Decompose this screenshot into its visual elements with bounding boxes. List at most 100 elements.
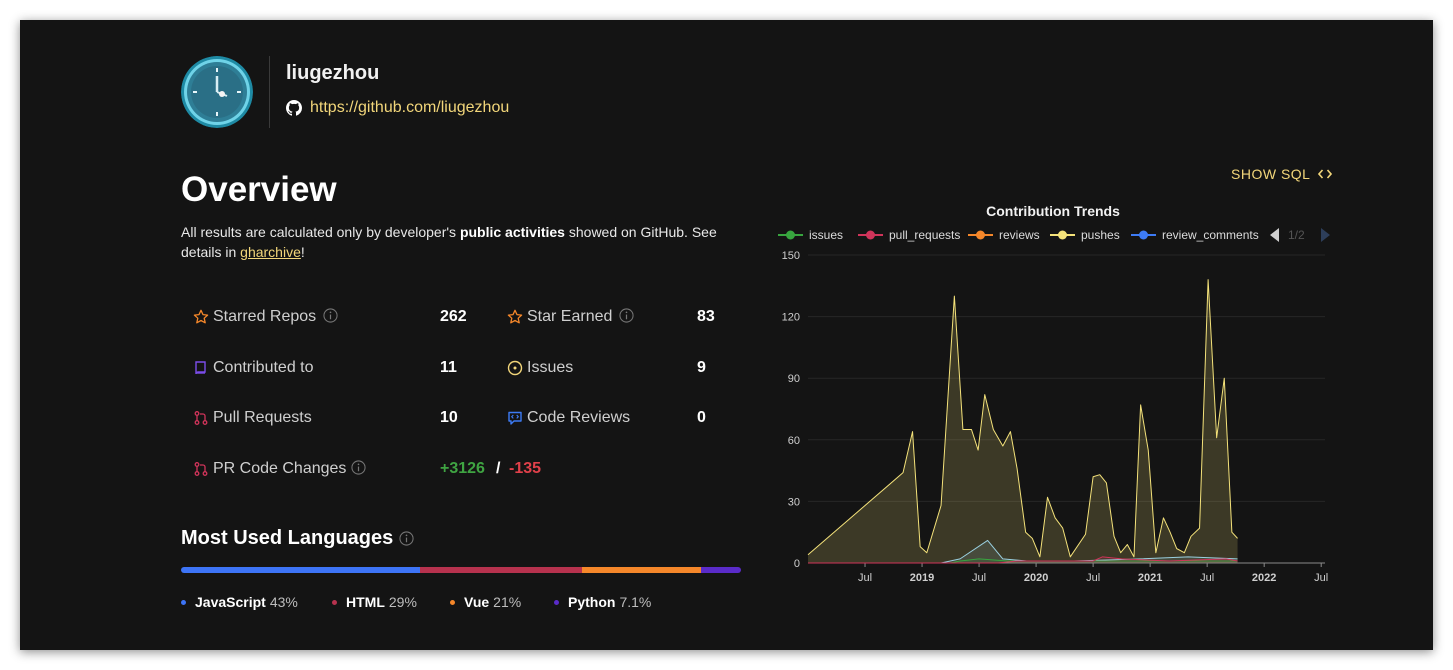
language-name: JavaScript	[195, 594, 266, 610]
pr-code-changes-label: PR Code Changes	[213, 460, 347, 477]
pull-request-icon	[194, 462, 208, 476]
legend-review-comments-swatch	[1131, 230, 1156, 240]
legend-pull-requests-swatch	[858, 230, 883, 240]
legend-next-icon[interactable]	[1319, 228, 1331, 242]
legend-prev-icon[interactable]	[1269, 228, 1281, 242]
username: liugezhou	[286, 62, 380, 84]
starred-repos-label: Starred Repos	[213, 308, 317, 325]
x-tick-label: Jul	[1086, 572, 1100, 584]
language-percent: 7.1%	[619, 594, 652, 610]
x-tick-label: 2020	[1024, 572, 1048, 584]
legend-review-comments[interactable]: review_comments	[1131, 228, 1259, 242]
info-icon[interactable]	[619, 308, 634, 323]
github-icon	[286, 100, 302, 116]
y-tick-label: 150	[782, 250, 800, 262]
issues-value: 9	[697, 359, 706, 376]
starred-repos-value: 262	[440, 308, 467, 325]
profile-divider	[269, 56, 270, 128]
legend-dot	[332, 599, 337, 605]
issue-icon	[507, 360, 523, 376]
legend-dot	[450, 599, 455, 605]
legend-label: review_comments	[1162, 228, 1259, 242]
desc-bold-text: public activities	[459, 224, 565, 240]
info-icon[interactable]	[399, 531, 414, 546]
info-icon[interactable]	[323, 308, 338, 323]
github-profile-link[interactable]: https://github.com/liugezhou	[310, 99, 510, 116]
legend-page-indicator: 1/2	[1288, 228, 1305, 242]
series-area-pull_requests	[808, 556, 1238, 563]
languages-title: Most Used Languages	[181, 527, 394, 549]
language-percent: 29%	[388, 594, 417, 610]
gharchive-link[interactable]: gharchive	[240, 244, 301, 260]
language-name: Vue	[464, 594, 490, 610]
y-tick-label: 60	[788, 435, 800, 447]
x-tick-label: 2019	[910, 572, 934, 584]
x-tick-label: Jul	[858, 572, 872, 584]
legend-label: issues	[809, 228, 844, 242]
contribution-trends-chart: 0 30 60 90 120 150 Jul 2019 Jul 2020 Jul 2021 Jul 202…	[782, 250, 1329, 584]
desc-text-2: showed on GitHub. See details in	[181, 224, 717, 260]
contributed-to-label: Contributed to	[213, 359, 314, 376]
chart-title: Contribution Trends	[986, 203, 1120, 219]
star-earned-label: Star Earned	[527, 308, 613, 325]
y-tick-label: 120	[782, 312, 800, 324]
x-tick-label: 2022	[1252, 572, 1276, 584]
series-line-issues	[808, 558, 1238, 564]
language-legend-vue: Vue 21%	[450, 594, 521, 610]
legend-pushes[interactable]: pushes	[1050, 228, 1120, 242]
legend-issues[interactable]: issues	[778, 228, 843, 242]
language-bar-segment-vue	[581, 567, 702, 573]
language-bar-segment-javascript	[181, 567, 421, 573]
pr-changes-separator: /	[496, 460, 501, 477]
y-tick-label: 30	[788, 496, 800, 508]
x-tick-label: 2021	[1138, 572, 1162, 584]
desc-text-end: !	[300, 244, 305, 260]
show-sql-label: SHOW SQL	[1231, 166, 1311, 182]
star-earned-value: 83	[697, 308, 715, 325]
legend-label: reviews	[999, 228, 1040, 242]
series-line-pull_requests	[808, 556, 1238, 564]
y-tick-label: 90	[788, 373, 800, 385]
pull-requests-label: Pull Requests	[213, 409, 312, 426]
pr-additions: +3126	[440, 460, 485, 477]
x-tick-label: Jul	[972, 572, 986, 584]
pr-deletions: -135	[509, 460, 542, 477]
info-icon[interactable]	[351, 460, 366, 475]
code-review-icon	[508, 411, 522, 425]
series-line-review_comments	[808, 539, 1238, 564]
app-window: liugezhou https://github.com/liugezhou O…	[20, 20, 1433, 650]
page-title: Overview	[181, 170, 337, 209]
series-line-pushes	[807, 279, 1238, 558]
code-icon	[1318, 169, 1333, 179]
star-icon	[507, 309, 523, 324]
legend-dot	[181, 599, 186, 605]
legend-reviews[interactable]: reviews	[968, 228, 1040, 242]
y-tick-label: 0	[794, 558, 800, 570]
language-name: Python	[568, 594, 616, 610]
language-percent: 43%	[269, 594, 298, 610]
language-percent: 21%	[493, 594, 522, 610]
overview-description: All results are calculated only by devel…	[181, 222, 741, 262]
contributed-to-value: 11	[440, 359, 457, 376]
legend-pull-requests[interactable]: pull_requests	[858, 228, 960, 242]
legend-pushes-swatch	[1050, 230, 1075, 240]
clock-avatar-icon	[181, 56, 253, 128]
language-bar-segment-python	[701, 567, 741, 573]
x-tick-label: Jul	[1314, 572, 1328, 584]
avatar[interactable]	[181, 56, 253, 128]
languages-bar	[181, 567, 741, 573]
desc-text: All results are calculated only by devel…	[181, 224, 460, 240]
legend-label: pull_requests	[889, 228, 961, 242]
language-legend-html: HTML 29%	[332, 594, 417, 610]
issues-label: Issues	[527, 359, 574, 376]
language-bar-segment-html	[420, 567, 582, 573]
repo-icon	[195, 361, 206, 375]
code-reviews-value: 0	[697, 409, 706, 426]
series-area-pushes	[808, 279, 1238, 563]
star-icon	[193, 309, 209, 324]
pull-requests-value: 10	[440, 409, 458, 426]
legend-dot	[554, 599, 559, 605]
legend-issues-swatch	[778, 230, 803, 240]
legend-reviews-swatch	[968, 230, 993, 240]
show-sql-button[interactable]: SHOW SQL	[1231, 166, 1333, 182]
